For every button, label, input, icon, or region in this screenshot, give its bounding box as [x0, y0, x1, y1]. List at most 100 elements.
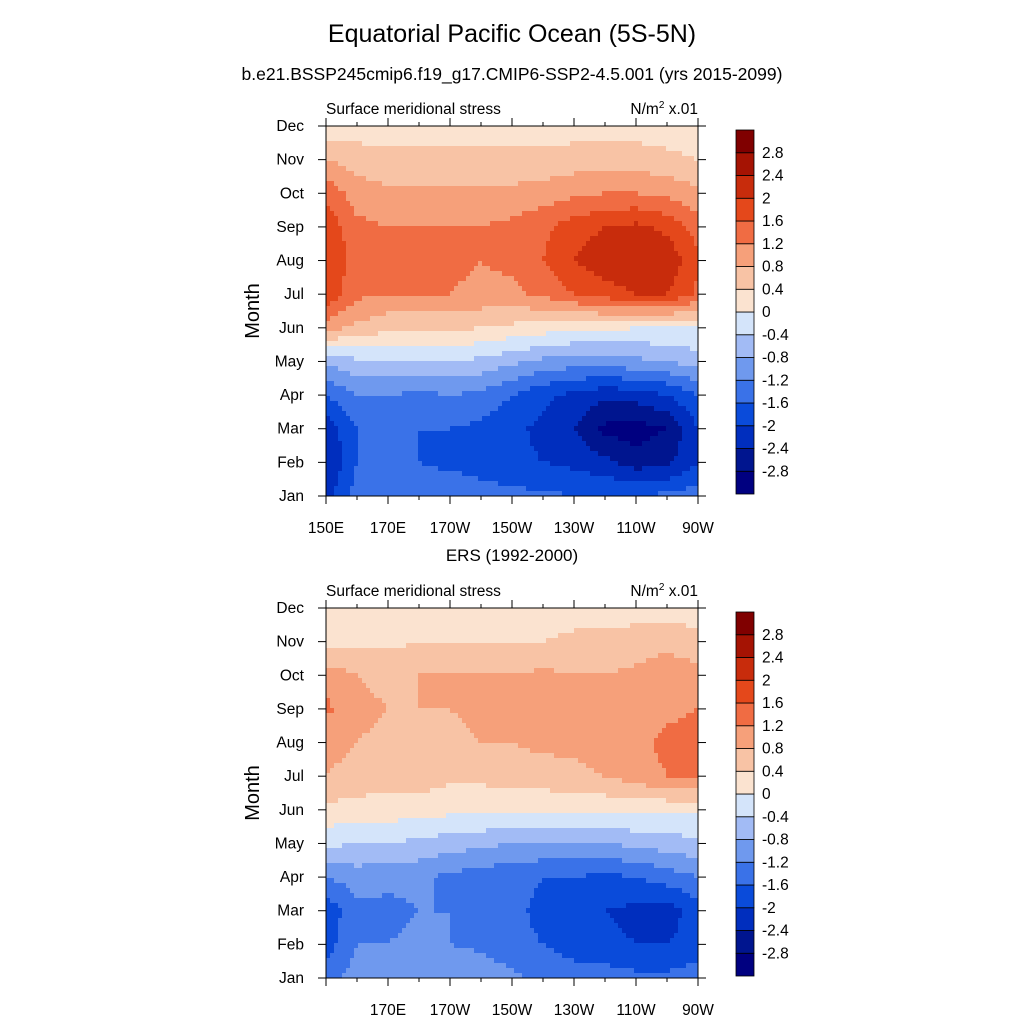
heat-cell — [662, 256, 667, 262]
heat-cell — [682, 166, 687, 172]
heat-cell — [438, 326, 443, 332]
heat-cell — [334, 276, 339, 282]
heat-cell — [410, 131, 415, 137]
heat-cell — [530, 246, 535, 252]
heat-cell — [514, 251, 519, 257]
heat-cell — [662, 321, 667, 327]
heat-cell — [386, 356, 391, 362]
heat-cell — [586, 366, 591, 372]
heat-cell — [378, 301, 383, 307]
heat-cell — [446, 131, 451, 137]
heat-cell — [414, 311, 419, 317]
heat-cell — [534, 306, 539, 312]
heat-cell — [462, 261, 467, 267]
heat-cell — [378, 201, 383, 207]
heat-cell — [342, 236, 347, 242]
heat-cell — [346, 206, 351, 212]
heat-cell — [462, 296, 467, 302]
heat-cell — [426, 371, 431, 377]
heat-cell — [494, 186, 499, 192]
heat-cell — [690, 351, 695, 357]
heat-cell — [622, 301, 627, 307]
heat-cell — [650, 181, 655, 187]
heat-cell — [470, 296, 475, 302]
heat-cell — [466, 296, 471, 302]
heat-cell — [526, 126, 531, 132]
heat-cell — [642, 381, 647, 387]
heat-cell — [582, 126, 587, 132]
heat-cell — [506, 271, 511, 277]
heat-cell — [578, 181, 583, 187]
heat-cell — [446, 261, 451, 267]
heat-cell — [554, 196, 559, 202]
heat-cell — [590, 241, 595, 247]
heat-cell — [582, 206, 587, 212]
heat-cell — [642, 221, 647, 227]
ers-panel-title: ERS (1992-2000) — [445, 546, 579, 565]
heat-cell — [494, 181, 499, 187]
heat-cell — [690, 346, 695, 352]
heat-cell — [606, 256, 611, 262]
heat-cell — [570, 381, 575, 387]
heat-cell — [358, 221, 363, 227]
heat-cell — [582, 381, 587, 387]
heat-cell — [578, 291, 583, 297]
heat-cell — [634, 246, 639, 252]
heat-cell — [394, 236, 399, 242]
heat-cell — [498, 381, 503, 387]
heat-cell — [390, 356, 395, 362]
heat-cell — [366, 336, 371, 342]
heat-cell — [622, 141, 627, 147]
heat-cell — [462, 126, 467, 132]
heat-cell — [370, 126, 375, 132]
heat-cell — [522, 131, 527, 137]
heat-cell — [642, 386, 647, 392]
heat-cell — [414, 371, 419, 377]
heat-cell — [614, 351, 619, 357]
heat-cell — [474, 306, 479, 312]
heat-cell — [438, 346, 443, 352]
heat-cell — [514, 166, 519, 172]
heat-cell — [366, 186, 371, 192]
heat-cell — [402, 271, 407, 277]
heat-cell — [562, 366, 567, 372]
heat-cell — [642, 281, 647, 287]
heat-cell — [590, 301, 595, 307]
heat-cell — [502, 386, 507, 392]
heat-cell — [554, 151, 559, 157]
heat-cell — [638, 171, 643, 177]
heat-cell — [422, 221, 427, 227]
heat-cell — [366, 176, 371, 182]
heat-cell — [382, 231, 387, 237]
heat-cell — [578, 216, 583, 222]
heat-cell — [342, 281, 347, 287]
heat-cell — [490, 186, 495, 192]
heat-cell — [414, 336, 419, 342]
heat-cell — [622, 151, 627, 157]
heat-cell — [558, 201, 563, 207]
heat-cell — [610, 361, 615, 367]
heat-cell — [514, 341, 519, 347]
heat-cell — [434, 241, 439, 247]
heat-cell — [430, 181, 435, 187]
heat-cell — [686, 286, 691, 292]
heat-cell — [410, 346, 415, 352]
heat-cell — [374, 271, 379, 277]
heat-cell — [518, 156, 523, 162]
heat-cell — [634, 251, 639, 257]
heat-cell — [578, 321, 583, 327]
heat-cell — [466, 186, 471, 192]
heat-cell — [378, 126, 383, 132]
heat-cell — [594, 136, 599, 142]
heat-cell — [594, 366, 599, 372]
heat-cell — [430, 296, 435, 302]
heat-cell — [326, 261, 331, 267]
heat-cell — [674, 176, 679, 182]
heat-cell — [554, 266, 559, 272]
heat-cell — [362, 251, 367, 257]
heat-cell — [694, 311, 699, 317]
heat-cell — [398, 271, 403, 277]
heat-cell — [542, 151, 547, 157]
heat-cell — [646, 136, 651, 142]
heat-cell — [398, 316, 403, 322]
